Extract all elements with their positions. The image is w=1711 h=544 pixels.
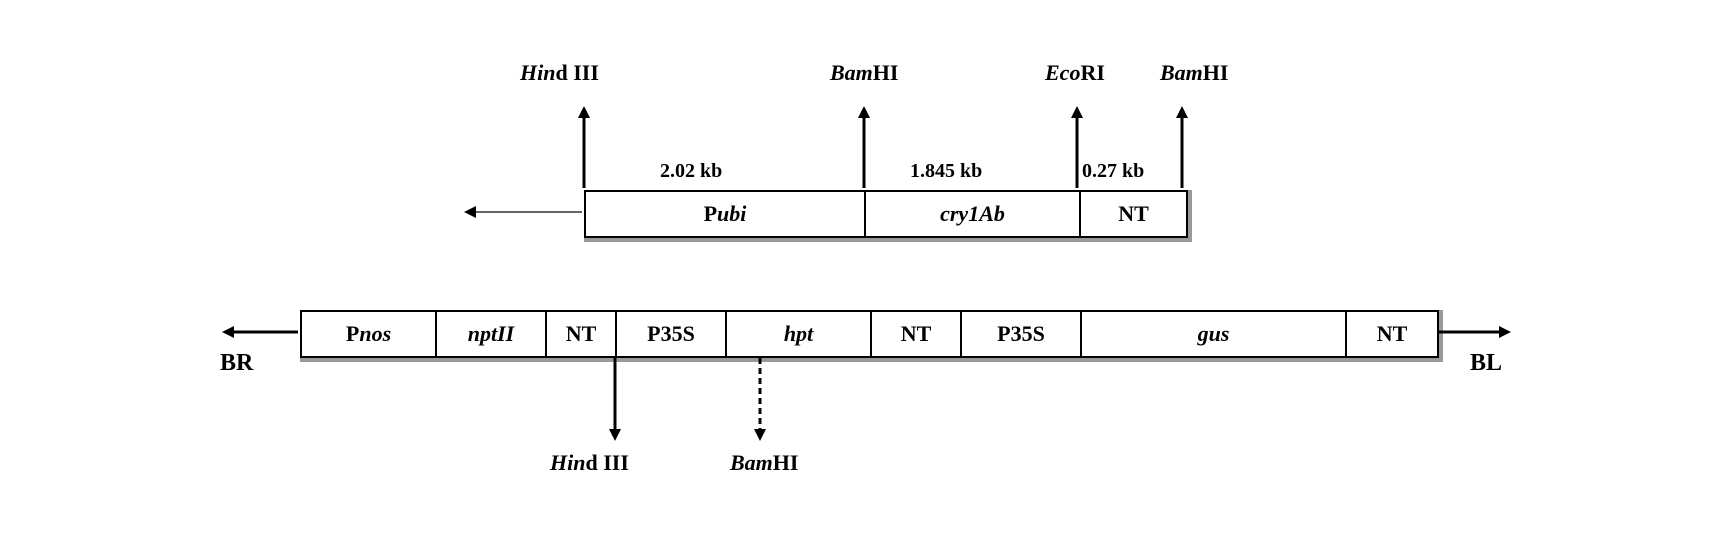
seg-nt-2: NT (872, 312, 962, 356)
seg-pnos: Pnos (302, 312, 437, 356)
seg-hpt: hpt (727, 312, 872, 356)
upper-cassette: Pubi cry1Ab NT (584, 190, 1188, 238)
border-right-label: BL (1470, 350, 1502, 377)
size-3: 0.27 kb (1082, 160, 1144, 183)
seg-nptii: nptII (437, 312, 547, 356)
seg-nt-upper: NT (1081, 192, 1186, 236)
arrows-layer (20, 20, 1711, 524)
size-2: 1.845 kb (910, 160, 982, 183)
seg-p35s-2: P35S (962, 312, 1082, 356)
enzyme-top-1: Hind III (520, 60, 599, 86)
enzyme-top-4: BamHI (1160, 60, 1228, 86)
enzyme-bottom-2: BamHI (730, 450, 798, 476)
seg-pubi: Pubi (586, 192, 866, 236)
seg-nt-3: NT (1347, 312, 1437, 356)
size-1: 2.02 kb (660, 160, 722, 183)
enzyme-top-2: BamHI (830, 60, 898, 86)
border-left-label: BR (220, 350, 253, 377)
seg-cry1ab: cry1Ab (866, 192, 1081, 236)
plasmid-map-diagram: Hind III BamHI EcoRI BamHI 2.02 kb 1.845… (20, 20, 1711, 524)
seg-nt-1: NT (547, 312, 617, 356)
seg-p35s-1: P35S (617, 312, 727, 356)
enzyme-top-3: EcoRI (1045, 60, 1105, 86)
enzyme-bottom-1: Hind III (550, 450, 629, 476)
seg-gus: gus (1082, 312, 1347, 356)
lower-cassette: Pnos nptII NT P35S hpt NT P35S gus NT (300, 310, 1439, 358)
